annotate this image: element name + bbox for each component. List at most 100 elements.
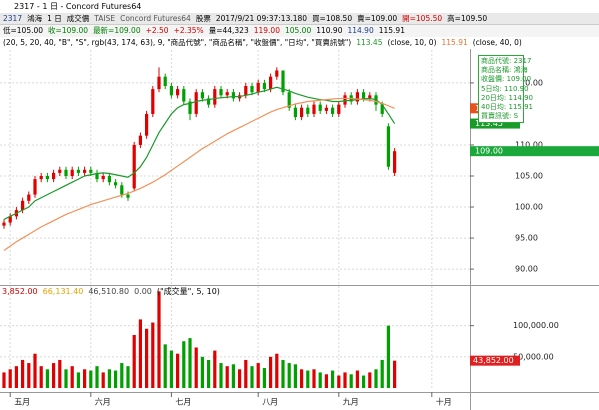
candle-body: [64, 169, 68, 176]
volume-bar: [114, 370, 118, 388]
price-tag: [470, 146, 599, 157]
y-tick-label: 110.00: [515, 140, 543, 149]
candle-body: [194, 92, 198, 114]
candle-body: [33, 179, 37, 195]
status-item: 114.90: [347, 26, 374, 35]
volume-header-item: 0.00: [134, 287, 152, 296]
price-pane: [0, 49, 470, 285]
volume-bar: [138, 319, 142, 388]
status-item: 低=105.00: [3, 26, 44, 35]
toolbar-item: 1 日: [47, 14, 62, 23]
volume-bar: [380, 359, 384, 388]
candle-body: [386, 126, 390, 167]
candle-body: [182, 89, 186, 102]
candle-body: [368, 95, 372, 99]
status-item: 最新=109.00: [93, 26, 141, 35]
volume-bar: [76, 372, 80, 388]
status-item: +2.50: [145, 26, 169, 35]
candle-body: [52, 172, 56, 180]
volume-bar: [244, 359, 248, 388]
y-tick-label: 100,000.00: [513, 321, 559, 330]
candle-body: [250, 86, 254, 93]
status-item: 119.00: [253, 26, 280, 35]
volume-bar: [64, 369, 68, 388]
volume-bar: [318, 372, 322, 388]
volume-bar: [355, 370, 359, 388]
volume-bar: [207, 359, 211, 388]
volume-bar: [2, 372, 6, 388]
status-item: 110.90: [316, 26, 343, 35]
candle-body: [362, 92, 366, 99]
volume-bar: [331, 370, 335, 388]
volume-header-item: 3,852.00: [2, 287, 38, 296]
candle-body: [213, 89, 217, 105]
candle-body: [318, 104, 322, 111]
candle-body: [355, 92, 359, 102]
candle-body: [244, 86, 248, 96]
volume-bar: [293, 364, 297, 388]
candle-body: [89, 169, 93, 173]
volume-header-item: 66,131.40: [43, 287, 84, 296]
volume-bar: [343, 372, 347, 388]
volume-bar: [386, 325, 390, 388]
indicator-item: 113.45: [356, 38, 383, 47]
toolbar-item: 2317: [3, 14, 23, 23]
toolbar-item: 買=108.50: [312, 14, 353, 23]
volume-bar: [256, 363, 260, 388]
candle-body: [39, 176, 43, 180]
y-tick-label: 100.00: [515, 203, 543, 212]
candle-body: [151, 89, 155, 114]
candle-body: [58, 169, 62, 173]
y-tick-label: 90.00: [515, 265, 538, 274]
info-line: 20日均: 114.90: [481, 93, 533, 102]
candle-body: [324, 107, 328, 111]
volume-bar: [95, 366, 99, 388]
volume-bar: [163, 344, 167, 388]
candle-body: [101, 176, 105, 180]
candle-body: [207, 98, 211, 105]
status-item: 115.91: [378, 26, 405, 35]
candle-body: [231, 92, 235, 99]
candle-body: [287, 92, 291, 108]
info-line: 商品名稱: 鴻海: [481, 66, 528, 75]
candle-body: [132, 144, 136, 189]
volume-bar: [101, 372, 105, 388]
status-item: 105.00: [284, 26, 312, 35]
x-tick-label: 七月: [175, 398, 191, 407]
candle-body: [306, 107, 310, 114]
status-item: 量=44,323: [208, 26, 249, 35]
candle-body: [188, 101, 192, 114]
volume-bar: [151, 322, 155, 388]
volume-bar: [349, 374, 353, 388]
volume-bar: [8, 369, 12, 388]
volume-bar: [250, 366, 254, 388]
candle-body: [45, 176, 49, 180]
x-tick-label: 十月: [436, 397, 452, 407]
volume-bar: [238, 369, 242, 388]
candle-body: [163, 76, 167, 86]
candle-body: [114, 182, 118, 186]
x-tick-label: 九月: [343, 398, 359, 407]
volume-header-item: ("成交量", 5, 10): [157, 286, 220, 296]
price-tag-label: 113.45: [475, 119, 503, 128]
moving-average-line: [3, 86, 396, 220]
candle-body: [343, 95, 347, 105]
indicator-item: (20, 5, 20, 40, "B", "S", rgb(43, 174, 6…: [3, 38, 352, 47]
indicator-item: (close, 10, 0): [387, 38, 437, 47]
volume-header-item: 46,510.80: [88, 287, 129, 296]
toolbar-item: Concord Futures64: [120, 14, 191, 23]
indicator-line: (20, 5, 20, 40, "B", "S", rgb(43, 174, 6…: [0, 37, 599, 49]
price-tag-label: 109.00: [475, 147, 503, 156]
y-tick-label: 95.00: [515, 234, 538, 243]
volume-header: 3,852.00 66,131.40 46,510.80 0.00 ("成交量", 5,…: [2, 286, 220, 296]
info-line: 買賣訊號: S: [481, 112, 519, 121]
x-tick-label: 六月: [95, 397, 111, 407]
volume-bar: [120, 363, 124, 388]
volume-bar: [132, 335, 136, 388]
info-line: 收盤價: 109.00: [481, 75, 532, 84]
volume-bar: [21, 359, 25, 388]
info-line: 5日均: 110.90: [481, 84, 529, 93]
x-tick-label: 五月: [14, 398, 30, 407]
candle-body: [126, 194, 130, 198]
volume-bar: [33, 353, 37, 388]
